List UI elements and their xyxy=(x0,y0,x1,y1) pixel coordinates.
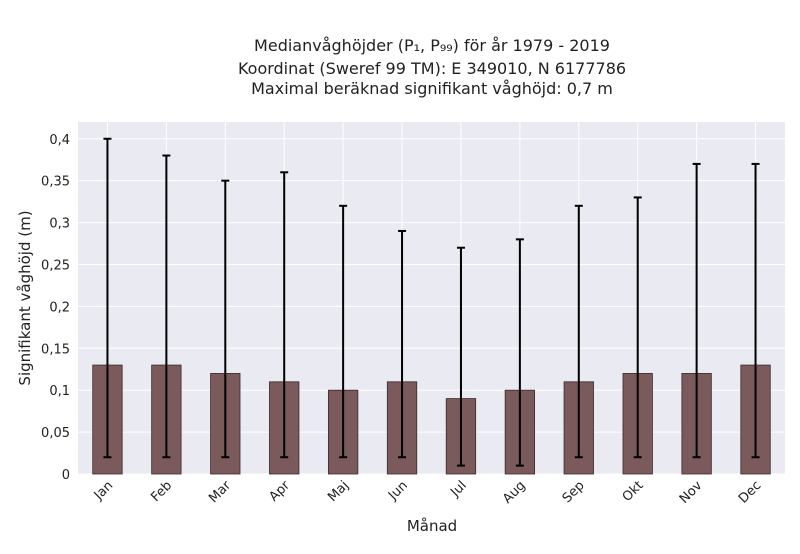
plot-area xyxy=(78,122,785,474)
x-tick-label-apr: Apr xyxy=(267,478,294,505)
x-tick-label-feb: Feb xyxy=(148,478,175,505)
error-bar-jul xyxy=(456,246,465,467)
chart-title-line-2: Koordinat (Sweref 99 TM): E 349010, N 61… xyxy=(238,59,626,78)
y-tick-label: 0 xyxy=(62,468,70,483)
error-bar-apr xyxy=(280,171,289,459)
x-tick-label-okt: Okt xyxy=(620,478,647,505)
x-tick-label-jul: Jul xyxy=(447,478,469,500)
x-axis-label: Månad xyxy=(407,517,457,535)
x-axis-ticks: Jan Feb Mar Apr Maj Jun Jul Aug Sep Okt Nov Dec xyxy=(91,478,765,507)
x-tick-label-jan: Jan xyxy=(91,478,116,503)
chart-title-line-1: Medianvåghöjder (P₁, P₉₉) för år 1979 - … xyxy=(254,36,610,55)
y-tick-label: 0,35 xyxy=(41,175,70,190)
error-bar-sep xyxy=(574,204,583,459)
y-tick-label: 0,3 xyxy=(49,217,70,232)
chart-title-line-3: Maximal beräknad signifikant våghöjd: 0,… xyxy=(251,79,613,98)
error-bars xyxy=(103,137,760,467)
x-tick-label-maj: Maj xyxy=(325,478,352,505)
x-tick-label-dec: Dec xyxy=(736,478,764,506)
error-bar-maj xyxy=(339,204,348,459)
error-bar-nov xyxy=(692,162,701,459)
x-tick-label-sep: Sep xyxy=(560,478,588,506)
y-tick-label: 0,05 xyxy=(41,426,70,441)
error-bar-jan xyxy=(103,137,112,459)
y-tick-label: 0,2 xyxy=(49,300,70,315)
y-tick-label: 0,15 xyxy=(41,342,70,357)
y-axis-ticks: 0 0,05 0,1 0,15 0,2 0,25 0,3 0,35 0,4 xyxy=(41,133,70,483)
error-bar-dec xyxy=(751,162,760,459)
x-tick-label-mar: Mar xyxy=(206,478,234,506)
y-tick-label: 0,4 xyxy=(49,133,70,148)
x-tick-label-aug: Aug xyxy=(500,478,529,507)
x-tick-label-jun: Jun xyxy=(385,478,411,504)
x-tick-label-nov: Nov xyxy=(677,478,706,507)
y-axis-label: Signifikant våghöjd (m) xyxy=(16,210,34,385)
error-bar-mar xyxy=(221,179,230,459)
error-bar-okt xyxy=(633,196,642,459)
y-tick-label: 0,25 xyxy=(41,258,70,273)
error-bar-feb xyxy=(162,154,171,459)
error-bar-jun xyxy=(398,229,407,459)
error-bar-aug xyxy=(515,238,524,467)
y-tick-label: 0,1 xyxy=(49,384,70,399)
